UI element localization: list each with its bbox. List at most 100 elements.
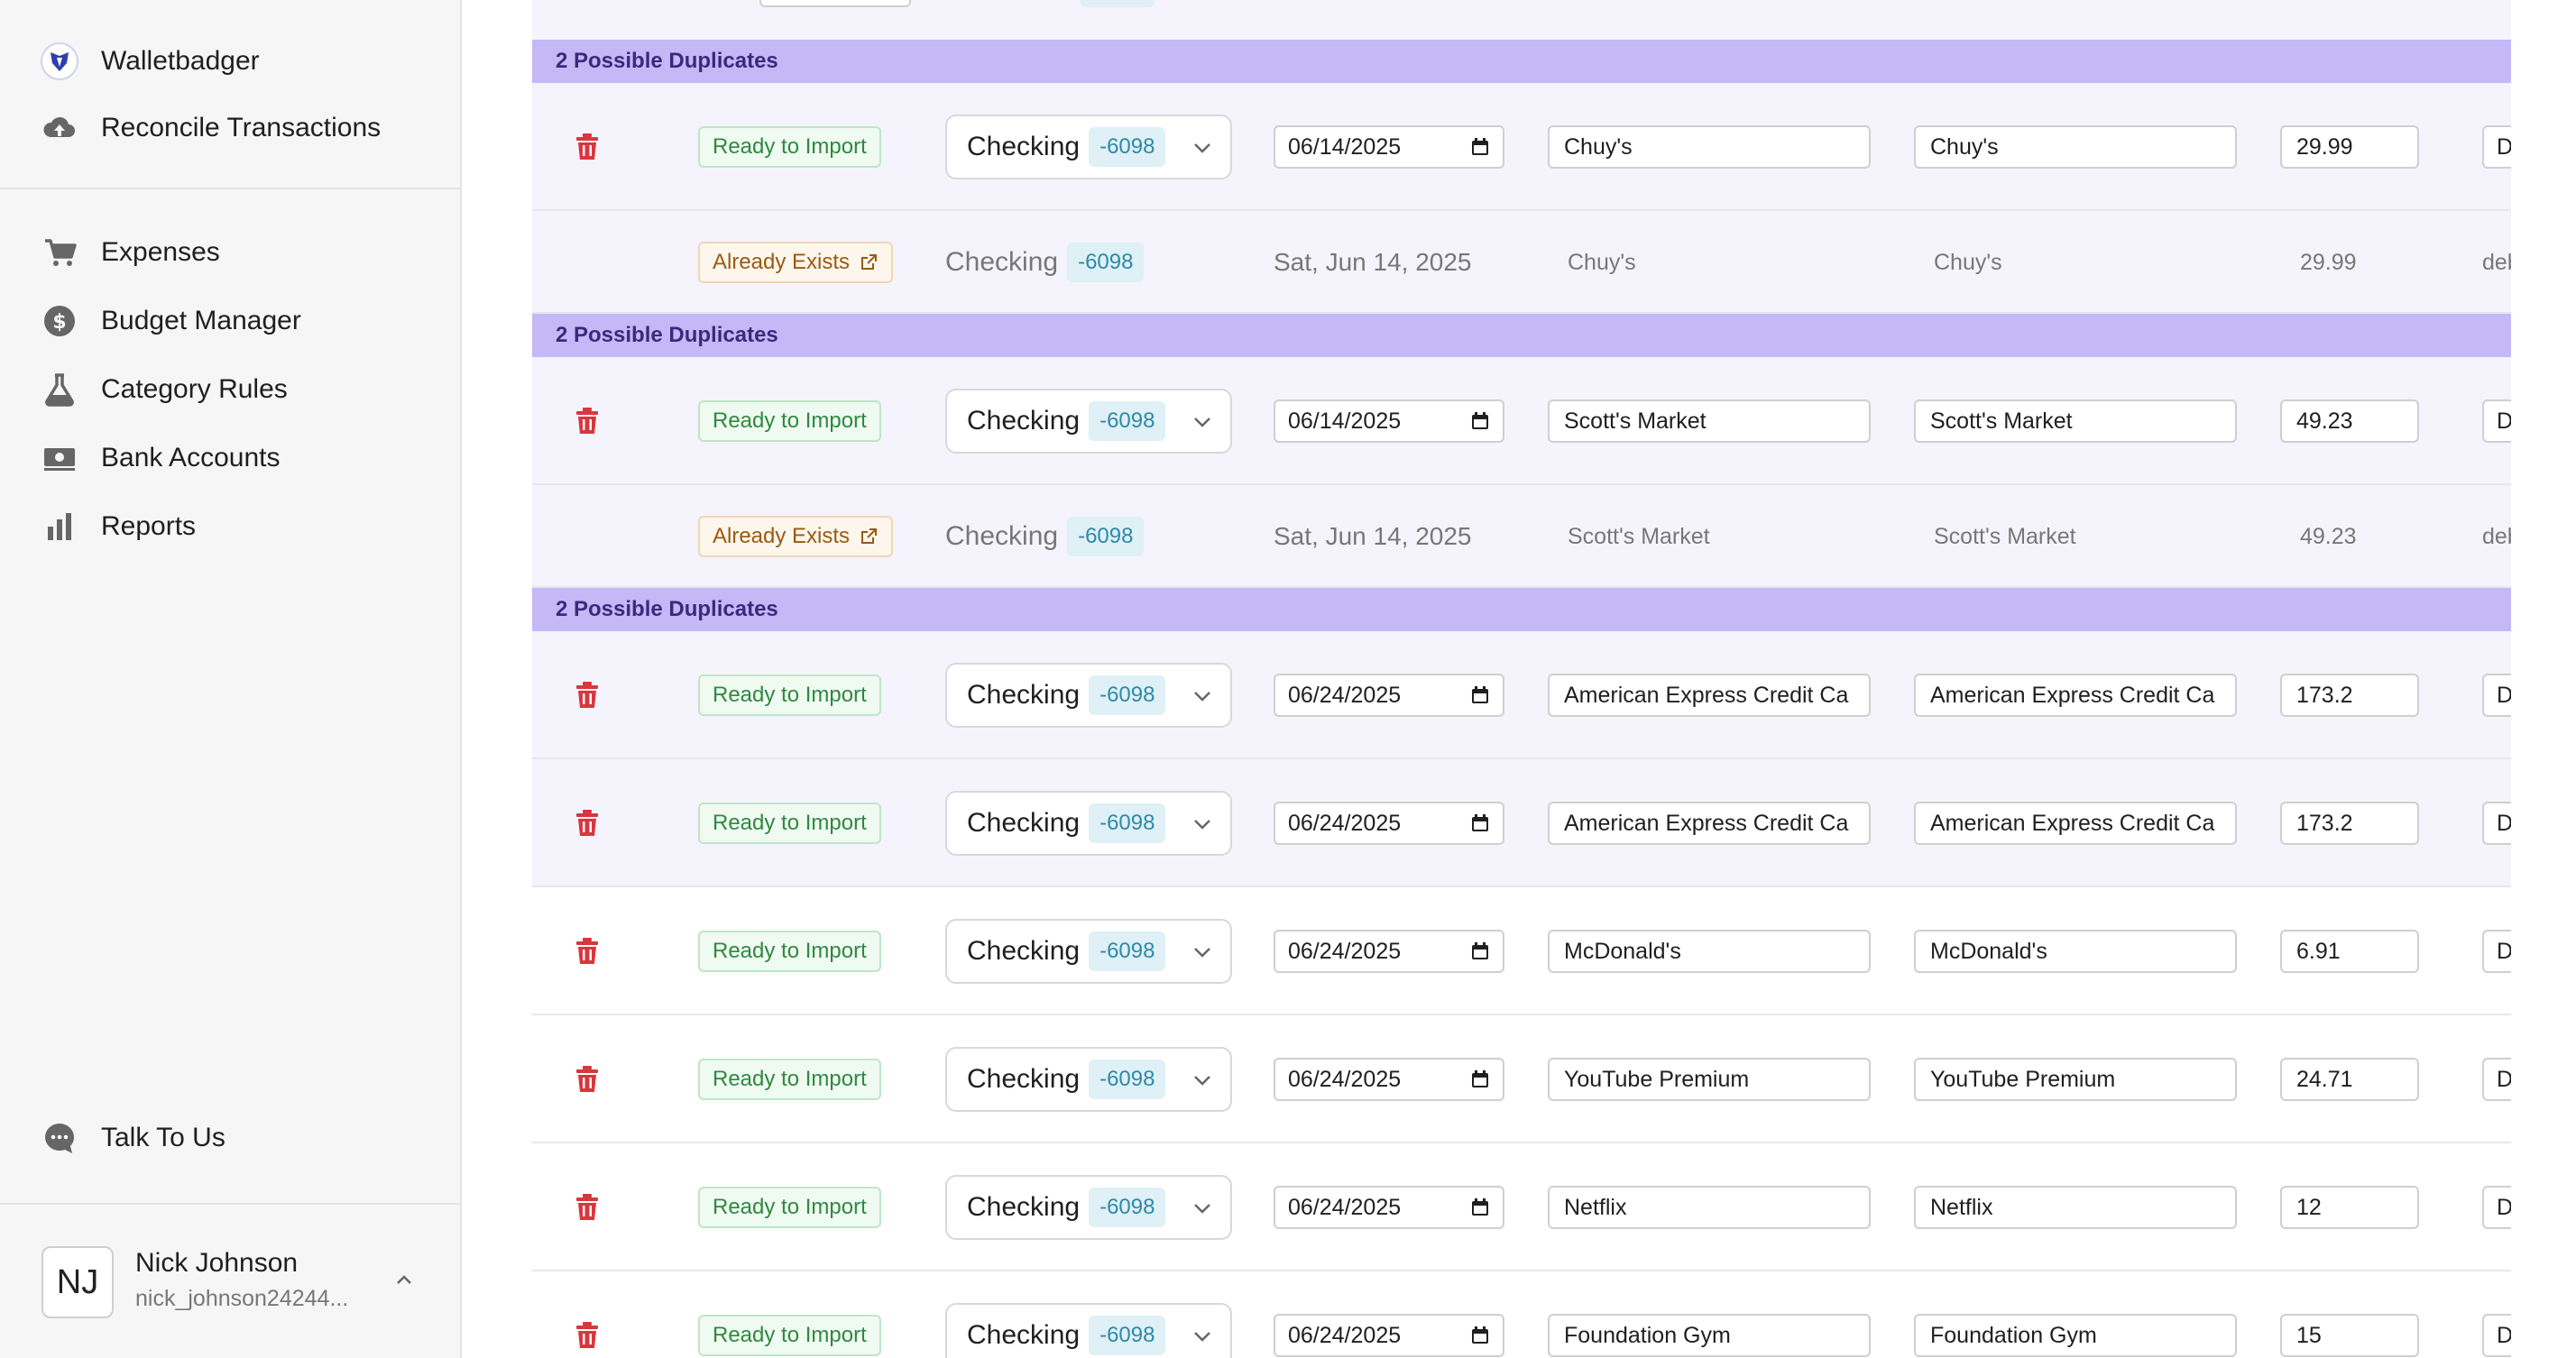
nav-expenses[interactable]: Expenses [40, 231, 220, 274]
name-field[interactable]: Scott's Market [1548, 399, 1871, 443]
account-number-badge: -6098 [1067, 243, 1145, 282]
trash-icon[interactable] [570, 934, 604, 968]
bar-chart-icon [40, 507, 79, 546]
calendar-icon[interactable] [1470, 1069, 1490, 1089]
description-field[interactable]: Foundation Gym [1914, 1314, 2237, 1357]
account-name: Checking [967, 680, 1081, 710]
status-badge[interactable]: Already Exists [698, 516, 894, 557]
date-field[interactable]: 06/24/2025 [1274, 1314, 1504, 1357]
account-select[interactable]: Checking -6098 [945, 1047, 1232, 1112]
type-select[interactable]: Debi [2482, 399, 2511, 443]
date-field[interactable]: 06/14/2025 [1274, 125, 1504, 169]
calendar-icon[interactable] [1470, 137, 1490, 157]
trash-icon[interactable] [570, 1190, 604, 1225]
description-field[interactable]: American Express Credit Ca [1914, 802, 2237, 845]
amount-field[interactable]: 173.2 [2280, 674, 2419, 717]
amount-field[interactable]: 6.91 [2280, 930, 2419, 973]
date-field[interactable]: 06/14/2025 [1274, 399, 1504, 443]
account-select[interactable]: Checking -6098 [945, 1175, 1232, 1240]
amount-field[interactable]: 12 [2280, 1186, 2419, 1229]
type-select[interactable]: Debi [2482, 1314, 2511, 1357]
account-select[interactable]: Checking -6098 [945, 1303, 1232, 1358]
account-select[interactable]: Checking -6098 [945, 663, 1232, 728]
nav-reconcile[interactable]: Reconcile Transactions [40, 106, 381, 150]
account-select[interactable]: Checking -6098 [945, 115, 1232, 179]
account-number-badge: -6098 [1089, 675, 1166, 715]
chevron-down-icon [1194, 1332, 1210, 1342]
name-field[interactable]: McDonald's [1548, 930, 1871, 973]
table-row: Already Exists Checking -6098 Sat, Jun 14… [532, 485, 2511, 588]
date-field[interactable]: 06/24/2025 [1274, 674, 1504, 717]
account-select[interactable]: Checking -6098 [945, 919, 1232, 984]
date-value: 06/14/2025 [1288, 408, 1402, 434]
duplicate-group-header: 2 Possible Duplicates [532, 40, 2511, 83]
amount-field[interactable]: 49.23 [2280, 399, 2419, 443]
cloud-upload-icon [40, 108, 79, 148]
type-select[interactable]: Debi [2482, 802, 2511, 845]
description-field[interactable]: McDonald's [1914, 930, 2237, 973]
calendar-icon[interactable] [1470, 1197, 1490, 1217]
trash-icon[interactable] [570, 404, 604, 438]
trash-icon[interactable] [570, 1062, 604, 1096]
chevron-up-icon[interactable] [390, 1266, 419, 1295]
account-select[interactable]: Checking -6098 [945, 791, 1232, 856]
name-field[interactable]: YouTube Premium [1548, 1058, 1871, 1101]
name-field[interactable]: Chuy's [1548, 125, 1871, 169]
account-name: Checking [967, 406, 1081, 436]
calendar-icon[interactable] [1470, 411, 1490, 431]
name-field[interactable]: American Express Credit Ca [1548, 674, 1871, 717]
account-name: Checking [967, 1320, 1081, 1350]
avatar[interactable]: NJ [41, 1246, 114, 1318]
amount-field[interactable]: 29.99 [2280, 125, 2419, 169]
nav-category-rules[interactable]: Category Rules [40, 368, 288, 411]
date-field[interactable]: 06/24/2025 [1274, 930, 1504, 973]
type-select[interactable]: Debi [2482, 1058, 2511, 1101]
table-row: Ready to Import Checking -6098 06/24/2025… [532, 759, 2511, 887]
name-field[interactable]: American Express Credit Ca [1548, 802, 1871, 845]
account-number-badge: -6098 [1089, 803, 1166, 843]
trash-icon[interactable] [570, 1318, 604, 1353]
description-field[interactable]: American Express Credit Ca [1914, 674, 2237, 717]
nav-reports[interactable]: Reports [40, 505, 196, 548]
account-number-badge: -6098 [1067, 517, 1145, 556]
calendar-icon[interactable] [1470, 941, 1490, 961]
amount-field[interactable]: 173.2 [2280, 802, 2419, 845]
account-select[interactable]: Checking -6098 [945, 389, 1232, 454]
nav-bank-accounts[interactable]: Bank Accounts [40, 436, 280, 480]
status-badge[interactable]: Already Exists [698, 242, 894, 283]
brand-link[interactable]: Walletbadger [40, 40, 260, 83]
type-select[interactable]: Debi [2482, 125, 2511, 169]
description-field[interactable]: YouTube Premium [1914, 1058, 2237, 1101]
nav-budget-manager[interactable]: $ Budget Manager [40, 299, 301, 343]
sidebar-divider [0, 188, 460, 189]
duplicate-group-header: 2 Possible Duplicates [532, 588, 2511, 631]
calendar-icon[interactable] [1470, 1326, 1490, 1345]
description-field[interactable]: Scott's Market [1914, 399, 2237, 443]
description-field[interactable]: Netflix [1914, 1186, 2237, 1229]
date-value: 06/24/2025 [1288, 810, 1402, 836]
name-field[interactable]: Netflix [1548, 1186, 1871, 1229]
amount-field[interactable]: 24.71 [2280, 1058, 2419, 1101]
table-row: Ready to Import Checking -6098 06/24/2025… [532, 1271, 2511, 1358]
trash-icon[interactable] [570, 678, 604, 712]
name-text: Scott's Market [1568, 523, 1710, 549]
nav-talk-to-us[interactable]: Talk To Us [40, 1116, 225, 1160]
name-field[interactable]: Foundation Gym [1548, 1314, 1871, 1357]
trash-icon[interactable] [570, 130, 604, 164]
calendar-icon[interactable] [1470, 813, 1490, 833]
amount-field[interactable]: 15 [2280, 1314, 2419, 1357]
type-select[interactable]: Debi [2482, 674, 2511, 717]
calendar-icon[interactable] [1470, 685, 1490, 705]
nav-reports-label: Reports [101, 511, 197, 541]
account-number-badge: -6098 [1089, 1316, 1166, 1355]
description-field[interactable]: Chuy's [1914, 125, 2237, 169]
type-select[interactable]: Debi [2482, 1186, 2511, 1229]
status-label: Already Exists [713, 524, 851, 548]
trash-icon[interactable] [570, 806, 604, 840]
date-value: 06/24/2025 [1288, 1194, 1402, 1220]
date-field[interactable]: 06/24/2025 [1274, 802, 1504, 845]
date-field[interactable]: 06/24/2025 [1274, 1186, 1504, 1229]
type-select[interactable]: Debi [2482, 930, 2511, 973]
table-row: Ready to Import Checking -6098 06/24/2025… [532, 1015, 2511, 1143]
date-field[interactable]: 06/24/2025 [1274, 1058, 1504, 1101]
